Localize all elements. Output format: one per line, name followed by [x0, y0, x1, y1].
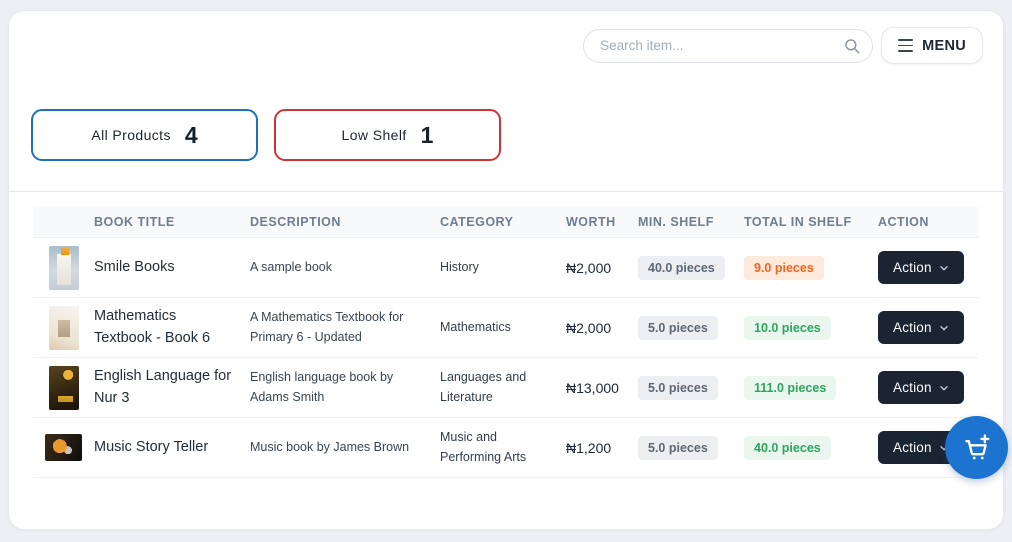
- chevron-down-icon: [940, 325, 948, 331]
- min-shelf-badge: 5.0 pieces: [638, 435, 718, 460]
- book-title: Music Story Teller: [94, 438, 209, 455]
- total-shelf-badge: 111.0 pieces: [744, 375, 837, 400]
- menu-button[interactable]: MENU: [881, 27, 983, 64]
- column-header-action: ACTION: [878, 215, 929, 229]
- book-category: Mathematics: [440, 319, 511, 334]
- table-row: Music Story Teller Music book by James B…: [33, 418, 979, 478]
- tab-low-shelf-count: 1: [420, 121, 434, 148]
- product-thumbnail: [48, 245, 79, 290]
- column-header-description: DESCRIPTION: [250, 215, 341, 229]
- tab-low-shelf[interactable]: Low Shelf 1: [274, 109, 501, 161]
- add-to-cart-icon: [964, 433, 989, 459]
- row-action-button[interactable]: Action: [878, 251, 964, 284]
- table-row: Mathematics Textbook - Book 6 A Mathemat…: [33, 298, 979, 358]
- hamburger-icon: [898, 39, 914, 52]
- book-category: Music and Performing Arts: [440, 430, 527, 464]
- book-description: A Mathematics Textbook for Primary 6 - U…: [250, 310, 404, 344]
- chevron-down-icon: [940, 265, 948, 271]
- total-shelf-badge: 40.0 pieces: [744, 435, 831, 460]
- column-header-category: CATEGORY: [440, 215, 514, 229]
- book-worth: ₦1,200: [566, 439, 612, 456]
- section-divider: [9, 191, 1003, 192]
- chevron-down-icon: [940, 385, 948, 391]
- row-action-label: Action: [893, 260, 932, 275]
- book-title: Mathematics Textbook - Book 6: [94, 308, 211, 346]
- book-description: Music book by James Brown: [250, 439, 410, 454]
- search-input[interactable]: [583, 28, 874, 63]
- tab-low-shelf-label: Low Shelf: [341, 127, 407, 143]
- table-row: Smile Books A sample book History ₦2,000…: [33, 238, 979, 298]
- row-action-label: Action: [893, 440, 932, 455]
- tab-all-products-label: All Products: [91, 127, 171, 143]
- column-header-total-in-shelf: TOTAL IN SHELF: [744, 215, 852, 229]
- book-category: Languages and Literature: [440, 370, 527, 404]
- row-action-button[interactable]: Action: [878, 311, 964, 344]
- column-header-min-shelf: MIN. SHELF: [638, 215, 714, 229]
- tab-all-products[interactable]: All Products 4: [31, 109, 258, 161]
- total-shelf-badge: 9.0 pieces: [744, 255, 824, 280]
- menu-button-label: MENU: [922, 37, 966, 54]
- row-action-label: Action: [893, 320, 932, 335]
- main-panel: MENU All Products 4 Low Shelf 1 BOOK TIT…: [8, 10, 1004, 530]
- column-header-book-title: BOOK TITLE: [94, 215, 175, 229]
- min-shelf-badge: 40.0 pieces: [638, 255, 725, 280]
- product-thumbnail: [48, 305, 79, 350]
- book-worth: ₦2,000: [566, 259, 612, 276]
- book-title: English Language for Nur 3: [94, 368, 232, 406]
- column-header-worth: WORTH: [566, 215, 616, 229]
- product-thumbnail: [48, 365, 79, 410]
- product-thumbnail: [45, 434, 82, 461]
- book-worth: ₦2,000: [566, 319, 612, 336]
- tab-all-products-count: 4: [184, 121, 198, 148]
- table-body: Smile Books A sample book History ₦2,000…: [33, 238, 979, 478]
- search-box: [583, 28, 874, 63]
- filter-tabs: All Products 4 Low Shelf 1: [31, 109, 501, 161]
- book-worth: ₦13,000: [566, 379, 619, 396]
- table-row: English Language for Nur 3 English langu…: [33, 358, 979, 418]
- book-category: History: [440, 259, 479, 274]
- table-header-row: BOOK TITLE DESCRIPTION CATEGORY WORTH MI…: [33, 207, 979, 238]
- book-description: A sample book: [250, 259, 332, 274]
- products-table: BOOK TITLE DESCRIPTION CATEGORY WORTH MI…: [33, 207, 979, 478]
- min-shelf-badge: 5.0 pieces: [638, 315, 718, 340]
- book-description: English language book by Adams Smith: [250, 370, 394, 404]
- min-shelf-badge: 5.0 pieces: [638, 375, 718, 400]
- row-action-label: Action: [893, 380, 932, 395]
- row-action-button[interactable]: Action: [878, 371, 964, 404]
- add-to-cart-fab[interactable]: [945, 416, 1008, 479]
- search-icon[interactable]: [843, 37, 861, 55]
- total-shelf-badge: 10.0 pieces: [744, 315, 831, 340]
- top-bar: MENU: [583, 27, 983, 64]
- book-title: Smile Books: [94, 258, 175, 275]
